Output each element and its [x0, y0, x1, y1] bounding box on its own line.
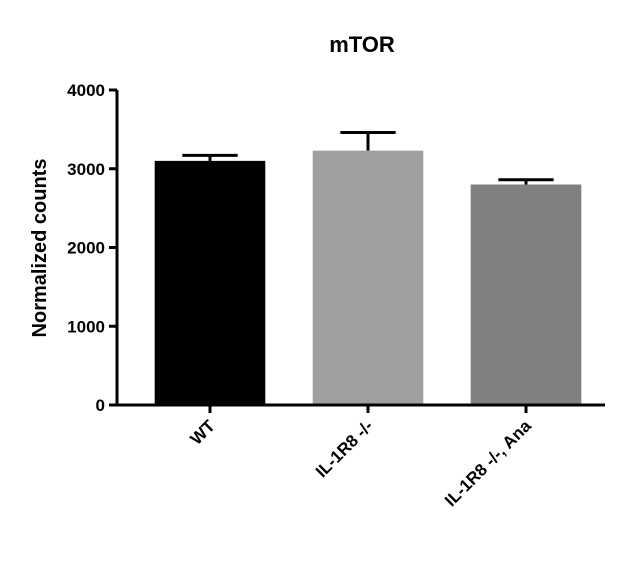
- chart-title: mTOR: [329, 32, 395, 57]
- y-tick-label: 3000: [67, 160, 105, 179]
- y-tick-label: 0: [96, 396, 105, 415]
- x-tick-label: WT: [187, 416, 220, 449]
- y-tick-label: 4000: [67, 81, 105, 100]
- x-tick-label: IL-1R8 -/-: [312, 416, 377, 481]
- bar: [470, 184, 582, 405]
- y-axis-label: Normalized counts: [29, 159, 51, 338]
- y-tick-label: 1000: [67, 317, 105, 336]
- bar: [312, 150, 424, 405]
- y-tick-label: 2000: [67, 239, 105, 258]
- x-tick-label: IL-1R8 -/-, Ana: [441, 416, 535, 510]
- bar: [154, 160, 266, 405]
